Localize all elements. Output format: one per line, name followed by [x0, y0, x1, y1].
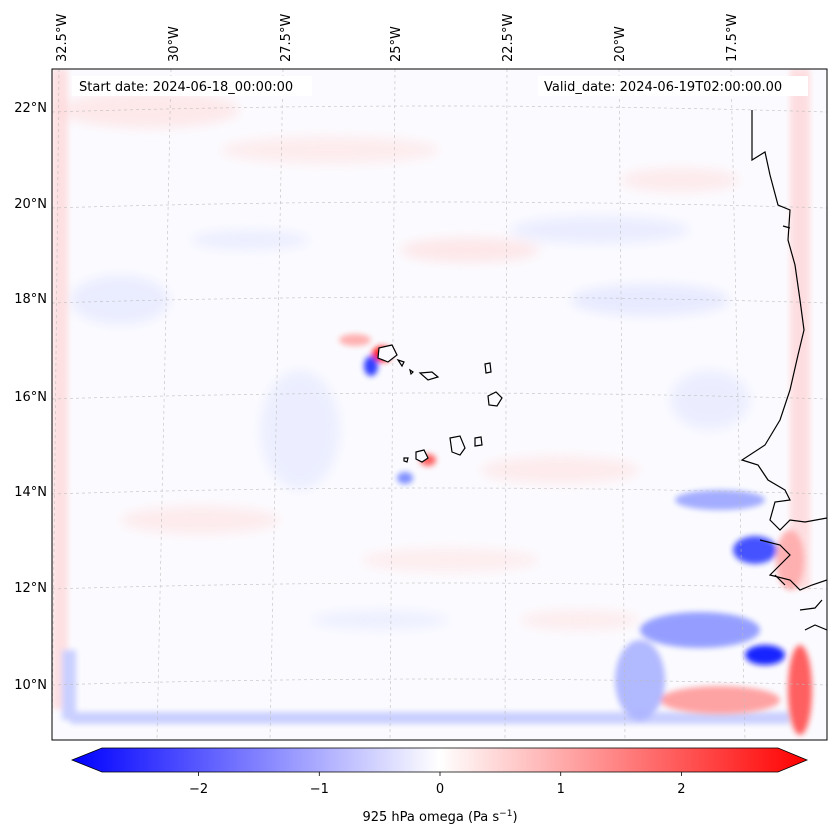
lon-label: 30°W — [167, 26, 182, 62]
colorbar-tick-label: 0 — [436, 782, 444, 797]
longitude-labels: 32.5°W 30°W 27.5°W 25°W 22.5°W 20°W 17.5… — [55, 14, 740, 62]
lat-label: 22°N — [14, 101, 47, 116]
lon-label: 32.5°W — [55, 14, 70, 62]
colorbar-tick-label: 1 — [557, 782, 565, 797]
lon-label: 20°W — [613, 26, 628, 62]
colorbar-ticks: −2 −1 0 1 2 — [189, 772, 686, 797]
omega-field — [52, 69, 827, 740]
coastline — [740, 110, 827, 631]
lat-label: 18°N — [14, 292, 47, 307]
colorbar: −2 −1 0 1 2 925 hPa omega (Pa s−1) — [70, 747, 809, 825]
lat-label: 16°N — [14, 390, 47, 405]
islands — [377, 344, 503, 463]
lat-label: 14°N — [14, 485, 47, 500]
colorbar-label: 925 hPa omega (Pa s−1) — [362, 809, 517, 825]
lat-label: 10°N — [14, 678, 47, 693]
valid-date-label: Valid_date: 2024-06-19T02:00:00.00 — [544, 80, 782, 95]
colorbar-tick-label: 2 — [677, 782, 685, 797]
latitude-labels: 22°N 20°N 18°N 16°N 14°N 12°N 10°N — [14, 101, 47, 693]
valid-date-box: Valid_date: 2024-06-19T02:00:00.00 — [538, 76, 808, 96]
lat-label: 20°N — [14, 197, 47, 212]
lon-label: 27.5°W — [279, 14, 294, 62]
lon-label: 25°W — [389, 26, 404, 62]
colorbar-bar — [70, 747, 809, 773]
lon-label: 22.5°W — [501, 14, 516, 62]
colorbar-tick-label: −1 — [310, 782, 329, 797]
start-date-box: Start date: 2024-06-18_00:00:00 — [72, 76, 312, 96]
gridlines — [52, 69, 827, 740]
start-date-label: Start date: 2024-06-18_00:00:00 — [79, 80, 293, 95]
colorbar-tick-label: −2 — [189, 782, 208, 797]
lon-label: 17.5°W — [725, 14, 740, 62]
lat-label: 12°N — [14, 581, 47, 596]
map-panel — [51, 68, 828, 741]
